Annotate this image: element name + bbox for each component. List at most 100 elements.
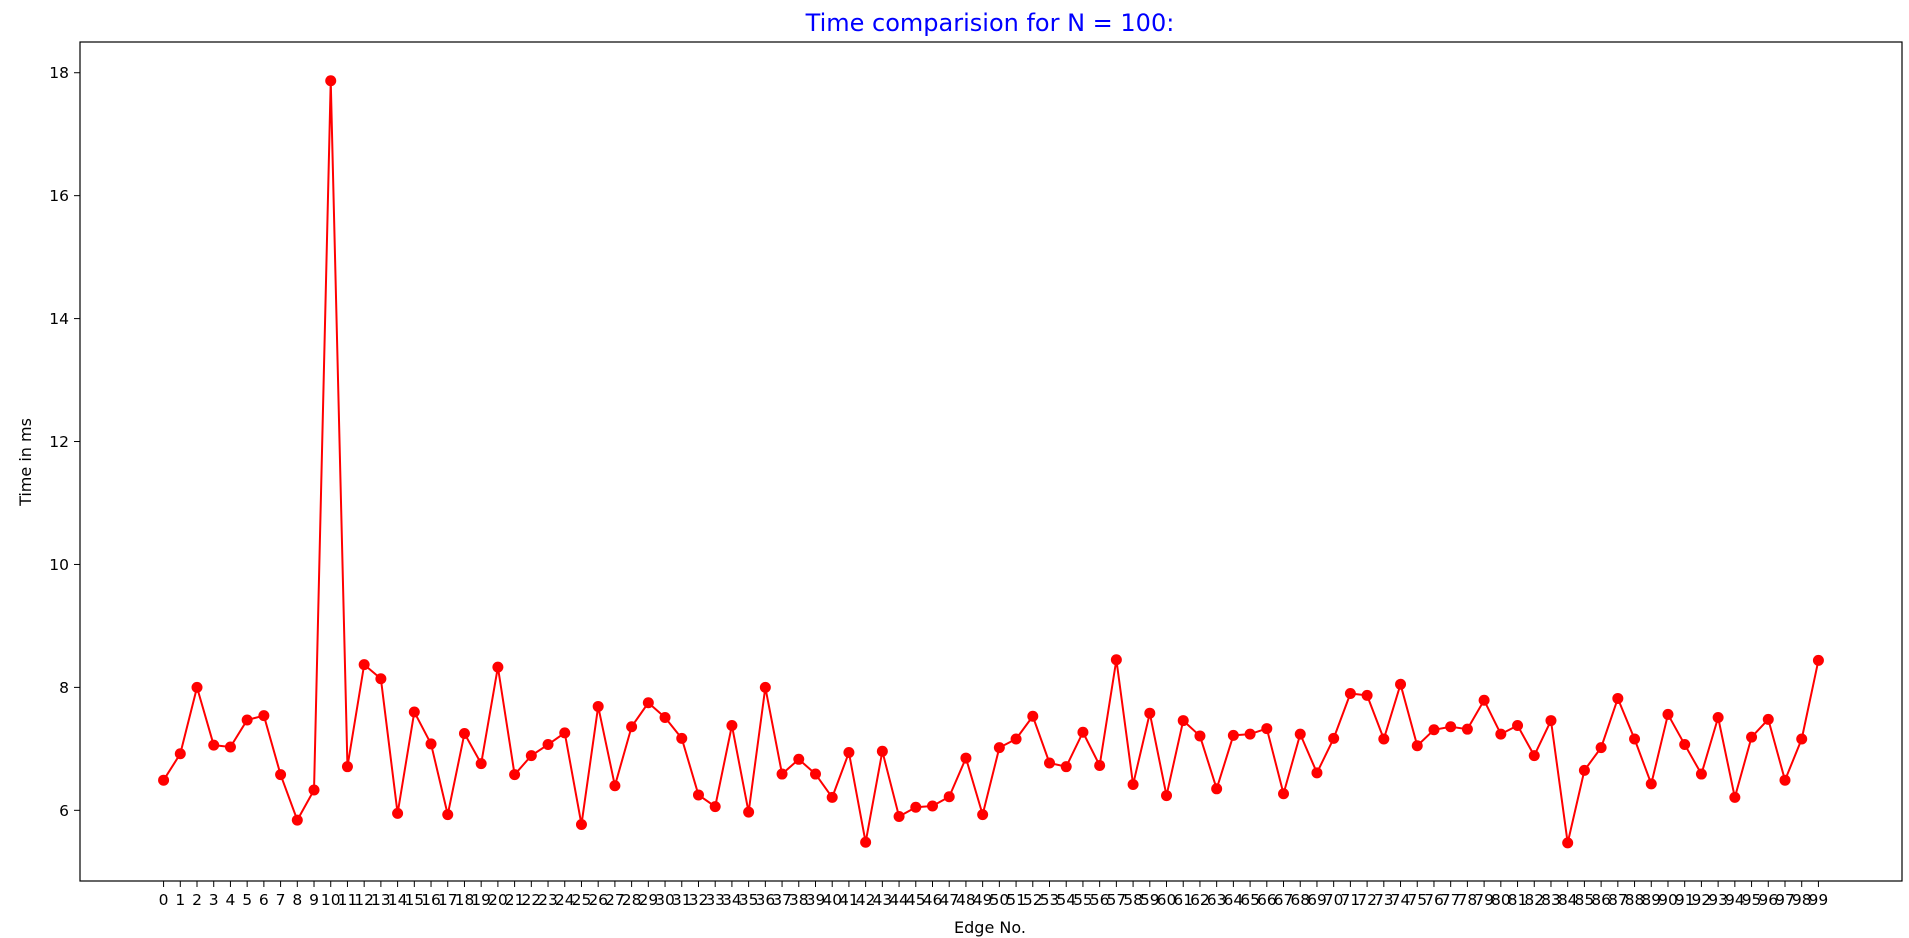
x-tick-label: 53 [1040, 891, 1060, 909]
x-tick-label: 11 [338, 891, 358, 909]
x-tick-label: 37 [772, 891, 792, 909]
data-point [1629, 733, 1641, 745]
x-tick-label: 12 [354, 891, 374, 909]
data-point [1812, 654, 1824, 666]
data-point [659, 712, 671, 724]
x-tick-label: 4 [226, 891, 236, 909]
data-point [1044, 757, 1056, 769]
data-point [174, 748, 186, 760]
x-tick-label: 89 [1641, 891, 1661, 909]
x-tick-label: 71 [1341, 891, 1361, 909]
x-tick-label: 51 [1006, 891, 1026, 909]
x-tick-label: 42 [856, 891, 876, 909]
data-point [1645, 778, 1657, 790]
x-tick-label: 32 [689, 891, 709, 909]
data-point [910, 801, 922, 813]
x-tick-label: 8 [292, 891, 302, 909]
x-tick-label: 69 [1307, 891, 1327, 909]
data-point [592, 700, 604, 712]
x-tick-label: 98 [1792, 891, 1812, 909]
data-point [1027, 710, 1039, 722]
x-tick-label: 18 [455, 891, 475, 909]
x-tick-label: 91 [1675, 891, 1695, 909]
x-tick-label: 5 [242, 891, 252, 909]
x-tick-label: 54 [1056, 891, 1076, 909]
data-point [1578, 764, 1590, 776]
x-tick-label: 46 [923, 891, 943, 909]
data-point [1094, 759, 1106, 771]
x-tick-label: 73 [1374, 891, 1394, 909]
data-point [1545, 715, 1557, 727]
series-layer [158, 75, 1824, 849]
data-point [1144, 707, 1156, 719]
data-point [375, 673, 387, 685]
data-point [475, 758, 487, 770]
data-point [1461, 723, 1473, 735]
x-tick-label: 88 [1625, 891, 1645, 909]
x-tick-label: 58 [1123, 891, 1143, 909]
x-tick-label: 72 [1357, 891, 1377, 909]
data-point [1278, 788, 1290, 800]
data-point [1679, 739, 1691, 751]
x-tick-label: 35 [739, 891, 759, 909]
data-point [1294, 728, 1306, 740]
data-point [241, 714, 253, 726]
data-point [726, 719, 738, 731]
data-point [876, 745, 888, 757]
data-point [1127, 778, 1139, 790]
data-point [759, 681, 771, 693]
x-tick-label: 45 [906, 891, 926, 909]
x-tick-label: 49 [973, 891, 993, 909]
x-tick-label: 48 [956, 891, 976, 909]
plot-frame [79, 41, 1903, 882]
data-point [1512, 719, 1524, 731]
data-point [325, 75, 337, 87]
x-tick-label: 33 [705, 891, 725, 909]
x-tick-label: 67 [1274, 891, 1294, 909]
data-point [258, 710, 270, 722]
data-point [1311, 767, 1323, 779]
data-point [392, 807, 404, 819]
x-axis-label: Edge No. [954, 918, 1026, 937]
data-point [642, 697, 654, 709]
data-point [676, 732, 688, 744]
data-point [1227, 729, 1239, 741]
data-point [1662, 708, 1674, 720]
x-tick-label: 63 [1207, 891, 1227, 909]
data-point [224, 741, 236, 753]
data-point [1695, 768, 1707, 780]
x-tick-label: 23 [538, 891, 558, 909]
y-tick-label: 12 [49, 433, 69, 451]
x-tick-label: 17 [438, 891, 458, 909]
x-tick-label: 19 [471, 891, 491, 909]
x-tick-label: 90 [1658, 891, 1678, 909]
data-point [291, 814, 303, 826]
data-point [860, 836, 872, 848]
x-tick-label: 80 [1491, 891, 1511, 909]
x-tick-label: 78 [1458, 891, 1478, 909]
x-tick-label: 21 [505, 891, 525, 909]
data-point [1010, 733, 1022, 745]
x-tick-label: 59 [1140, 891, 1160, 909]
x-tick-label: 79 [1474, 891, 1494, 909]
y-tick-label: 18 [49, 64, 69, 82]
data-point [492, 661, 504, 673]
x-tick-label: 86 [1591, 891, 1611, 909]
x-tick-label: 64 [1224, 891, 1244, 909]
x-tick-label: 65 [1240, 891, 1260, 909]
x-tick-label: 66 [1257, 891, 1277, 909]
data-point [843, 747, 855, 759]
x-tick-label: 77 [1441, 891, 1461, 909]
y-tick-label: 14 [49, 310, 69, 328]
data-point [1395, 678, 1407, 690]
data-point [1344, 688, 1356, 700]
x-tick-label: 25 [572, 891, 592, 909]
data-point [626, 721, 638, 733]
data-point [743, 806, 755, 818]
x-tick-label: 56 [1090, 891, 1110, 909]
x-axis: 0 1 2 3 4 5 6 7 8 9 101112131415161718192021222324… [159, 881, 1828, 909]
data-point [1077, 726, 1089, 738]
data-point [893, 810, 905, 822]
x-tick-label: 70 [1324, 891, 1344, 909]
